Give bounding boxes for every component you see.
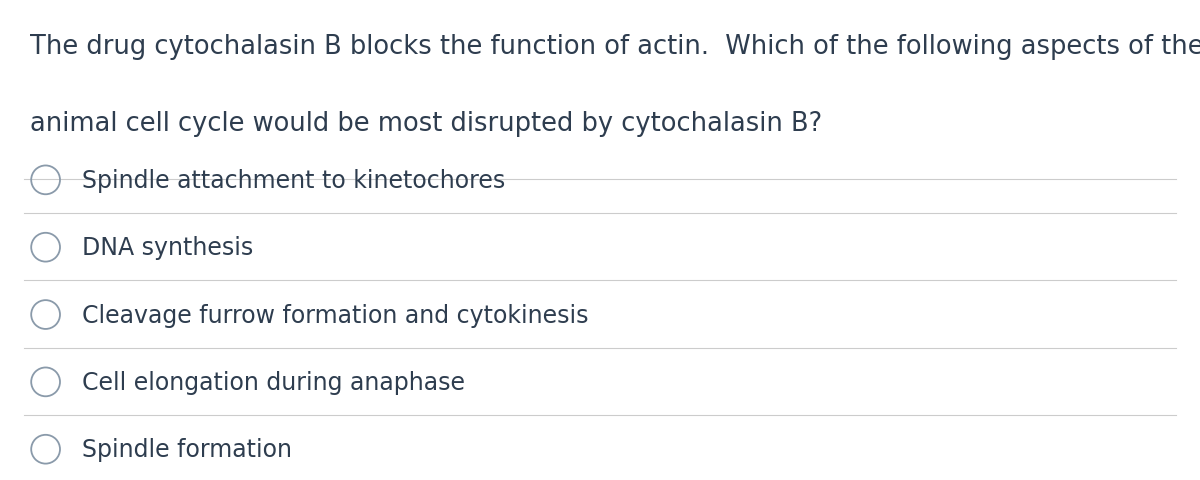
Text: DNA synthesis: DNA synthesis [82, 236, 253, 260]
Text: Spindle formation: Spindle formation [82, 437, 292, 461]
Text: Spindle attachment to kinetochores: Spindle attachment to kinetochores [82, 168, 505, 192]
Text: Cell elongation during anaphase: Cell elongation during anaphase [82, 370, 464, 394]
Text: animal cell cycle would be most disrupted by cytochalasin B?: animal cell cycle would be most disrupte… [30, 110, 822, 136]
Text: Cleavage furrow formation and cytokinesis: Cleavage furrow formation and cytokinesi… [82, 303, 588, 327]
Text: The drug cytochalasin B blocks the function of actin.  Which of the following as: The drug cytochalasin B blocks the funct… [30, 34, 1200, 60]
